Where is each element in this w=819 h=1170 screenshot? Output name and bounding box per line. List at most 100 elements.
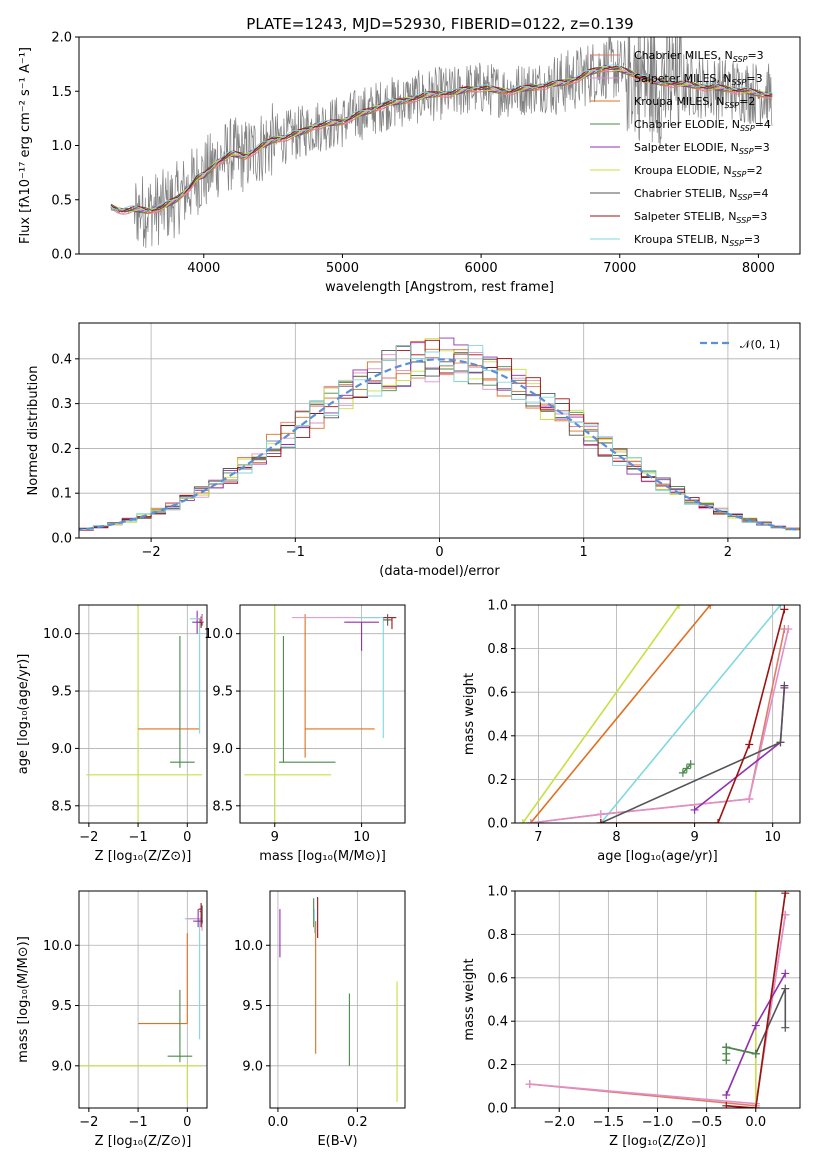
- y-tick-label: 1.0: [487, 599, 508, 614]
- x-axis-label: Z [log₁₀(Z/Z⊙)]: [95, 849, 192, 864]
- y-tick-label: 9.0: [51, 742, 72, 757]
- mass-weight-line: [522, 605, 680, 823]
- plot-body: [244, 605, 397, 823]
- y-tick-label: 9.5: [242, 999, 263, 1014]
- x-axis-label: Z [log₁₀(Z/Z⊙)]: [95, 1134, 192, 1149]
- x-tick-label: 10: [353, 830, 370, 845]
- y-axis-label: mass weight: [462, 673, 477, 755]
- mass-weight-line: [600, 609, 786, 823]
- y-tick-label: 0.2: [487, 1058, 508, 1073]
- mass-weight-marker: [751, 1021, 760, 1030]
- y-tick-label: 0.4: [487, 1015, 508, 1030]
- mass-weight-marker: [776, 605, 785, 609]
- plot-body: [518, 605, 793, 823]
- residual-histogram-step: [79, 344, 800, 533]
- y-tick-label: 9.0: [51, 1059, 72, 1074]
- x-tick-label: −1.0: [642, 1115, 674, 1130]
- legend-entry: Salpeter STELIB, NSSP=3: [634, 210, 767, 225]
- mass-weight-marker: [526, 819, 535, 823]
- y-tick-label: 0.1: [51, 487, 72, 502]
- mass-weight-marker: [781, 984, 790, 993]
- plot-body: [79, 903, 204, 1102]
- y-tick-label: 9.0: [242, 1059, 263, 1074]
- legend-entry: Kroupa ELODIE, NSSP=2: [634, 164, 763, 179]
- mass-weight-marker: [751, 1049, 760, 1058]
- x-tick-label: 0.0: [745, 1115, 766, 1130]
- x-tick-label: 8: [612, 830, 620, 845]
- y-tick-label: 0.8: [487, 642, 508, 657]
- mass-weight-marker: [686, 760, 695, 769]
- panel-massweight_vs_Z: −2.0 −1.5 −1.0 −0.5 0.0 0.0 0.2 0.4 0.6 0.8 1.0 Z […: [462, 885, 801, 1149]
- axes-frame: [78, 890, 208, 1109]
- mass-weight-marker: [682, 764, 691, 773]
- panel-residuals: −2 −1 0 1 2 0.0 0.1 0.2 0.3 0.4 (data-model)/error…: [26, 322, 801, 579]
- x-axis-label: (data-model)/error: [379, 564, 500, 579]
- x-tick-label: 6000: [465, 261, 498, 276]
- plot-body: [525, 891, 790, 1108]
- y-tick-label: 0.4: [51, 352, 72, 367]
- x-tick-label: −2: [79, 830, 98, 845]
- panel-spectrum: 4000 5000 6000 7000 8000 0.0 0.5 1.0 1.5 2.0 wavel…: [18, 31, 801, 295]
- axes-frame: [514, 890, 801, 1109]
- mass-weight-marker: [690, 805, 699, 814]
- y-tick-label: 10.0: [43, 939, 72, 954]
- y-tick-label: 1.5: [51, 85, 72, 100]
- y-tick-label: 1.0: [51, 139, 72, 154]
- mass-weight-marker: [706, 605, 715, 609]
- y-tick-label: 8.5: [51, 799, 72, 814]
- observed-spectrum-line: [110, 37, 773, 249]
- y-tick-label: 10.0: [43, 627, 72, 642]
- panel-mass_vs_ebv: 0.0 0.2 9.0 9.5 10.0 E(B-V): [234, 890, 406, 1149]
- y-tick-label: 0.6: [487, 971, 508, 986]
- y-tick-label: 2.0: [51, 31, 72, 46]
- x-tick-label: 8000: [742, 261, 775, 276]
- panel-age_vs_Z: −2 −1 0 8.5 9.0 9.5 10.0 Z [log₁₀(Z/Z⊙)] age [lo…: [16, 604, 208, 864]
- y-axis-label: mass [log₁₀(M/M⊙)]: [16, 936, 31, 1063]
- x-tick-label: −1: [128, 1115, 147, 1130]
- mass-weight-marker: [781, 1023, 790, 1032]
- panel-massweight_vs_age: 7 8 9 10 0.0 0.2 0.4 0.6 0.8 1.0 age [log₁₀(age/yr…: [462, 599, 801, 864]
- figure-title: PLATE=1243, MJD=52930, FIBERID=0122, z=0…: [246, 15, 633, 33]
- x-tick-label: −1: [286, 545, 305, 560]
- y-tick-label: 0.8: [487, 928, 508, 943]
- legend-entry: Chabrier ELODIE, NSSP=4: [634, 118, 771, 133]
- model-fit-line: [110, 64, 773, 212]
- mass-weight-marker: [722, 1090, 731, 1099]
- y-tick-label: 0.0: [487, 1102, 508, 1117]
- y-tick-label: 0.2: [487, 773, 508, 788]
- y-tick-label: 0.0: [51, 532, 72, 547]
- mass-weight-marker: [722, 1043, 731, 1052]
- mass-weight-marker: [674, 605, 683, 609]
- mass-weight-marker: [745, 795, 754, 804]
- mass-weight-line: [529, 605, 711, 823]
- axes-frame: [514, 604, 801, 824]
- plot-body: [279, 897, 398, 1102]
- plot-body: [86, 605, 204, 823]
- y-tick-label: 10.0: [234, 939, 263, 954]
- plot-area: [79, 891, 207, 1108]
- plot-body: [79, 337, 800, 533]
- y-tick-label: 9.5: [212, 685, 233, 700]
- axes-frame: [269, 890, 406, 1109]
- mass-weight-marker: [780, 681, 789, 690]
- mass-weight-marker: [781, 969, 790, 978]
- mass-weight-marker: [678, 768, 687, 777]
- mass-weight-line: [600, 605, 782, 823]
- legend-entry: 𝒩(0, 1): [740, 338, 780, 351]
- panel-age_vs_mass: 9 10 8.5 9.0 9.5 10.0 mass [log₁₀(M/M⊙)]: [204, 604, 406, 864]
- model-fit-line: [110, 68, 773, 215]
- axes-frame: [239, 604, 406, 824]
- x-tick-label: 0: [183, 1115, 191, 1130]
- y-tick-label: 0.2: [51, 442, 72, 457]
- y-axis-label: age [log₁₀(age/yr)]: [16, 654, 31, 775]
- mass-weight-marker: [781, 891, 790, 898]
- y-tick-label: 0.5: [51, 193, 72, 208]
- y-tick-label: 0.0: [487, 817, 508, 832]
- y-tick-label: 0.6: [487, 686, 508, 701]
- x-tick-label: 0.0: [268, 1115, 289, 1130]
- legend-entry: Salpeter MILES, NSSP=3: [634, 72, 763, 87]
- x-tick-label: −1.5: [593, 1115, 625, 1130]
- y-tick-label: 8.5: [212, 799, 233, 814]
- model-fit-line: [110, 65, 773, 212]
